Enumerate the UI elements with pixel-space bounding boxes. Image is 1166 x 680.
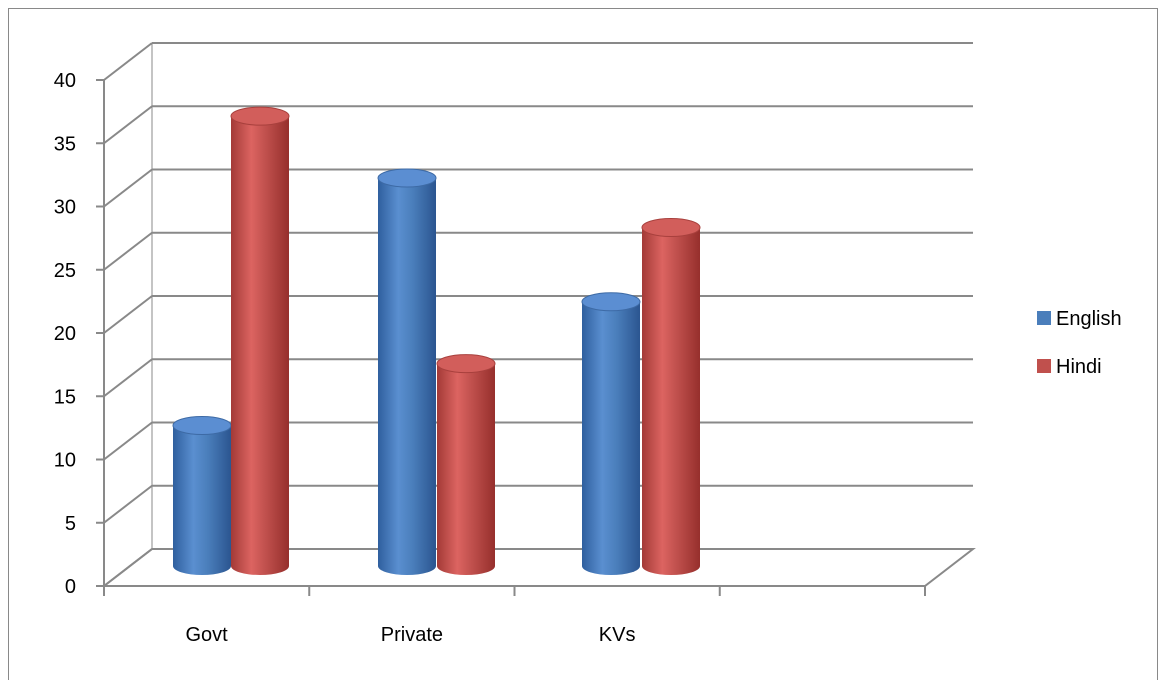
x-tick-label: Govt: [186, 624, 229, 646]
bar-private-hindi: [436, 354, 496, 575]
bar-body: [437, 363, 495, 575]
side-gridline: [103, 231, 153, 271]
side-gridline: [103, 42, 153, 81]
x-tick-label: Private: [381, 624, 443, 646]
bar-top: [172, 416, 232, 435]
bars-group: [172, 106, 701, 575]
y-tick-label: 10: [54, 450, 76, 472]
y-tick-label: 15: [54, 386, 76, 408]
side-gridline: [103, 421, 153, 461]
y-tick-label: 35: [54, 133, 76, 155]
legend-label-hindi: Hindi: [1056, 356, 1102, 378]
bar-body: [642, 227, 700, 575]
y-tick-label: 25: [54, 260, 76, 282]
y-tick-label: 5: [65, 513, 76, 535]
bar-top: [641, 218, 701, 237]
legend-swatch-english: [1037, 311, 1051, 325]
x-tick-label: KVs: [599, 624, 636, 646]
bar-top: [377, 168, 437, 188]
bar-top: [230, 106, 290, 126]
bar-private-english: [377, 168, 437, 575]
bar-body: [582, 301, 640, 575]
y-tick-label: 30: [54, 197, 76, 219]
legend: English Hindi: [1037, 308, 1122, 378]
legend-label-english: English: [1056, 308, 1122, 330]
y-tick-label: 0: [65, 576, 76, 598]
bar-kvs-english: [581, 292, 641, 575]
bar-govt-hindi: [230, 106, 290, 575]
bar-govt-english: [172, 416, 232, 575]
bar-body: [378, 178, 436, 575]
side-gridline: [103, 168, 153, 208]
bar-body: [231, 116, 289, 575]
axes-group: 0 5 10 15 20 25 30 35 40 Govt Private KVs: [54, 70, 926, 646]
bar-top: [581, 292, 641, 312]
chart-floor: [101, 548, 976, 587]
chart-frame: [8, 8, 1158, 680]
bar-top: [436, 354, 496, 374]
side-gridline: [103, 358, 153, 398]
side-gridline: [103, 105, 153, 145]
bar-body: [173, 425, 231, 575]
legend-swatch-hindi: [1037, 359, 1051, 373]
y-tick-label: 20: [54, 323, 76, 345]
y-tick-label: 40: [54, 70, 76, 92]
side-gridline: [103, 484, 153, 524]
bar-kvs-hindi: [641, 218, 701, 575]
side-gridline: [103, 295, 153, 334]
